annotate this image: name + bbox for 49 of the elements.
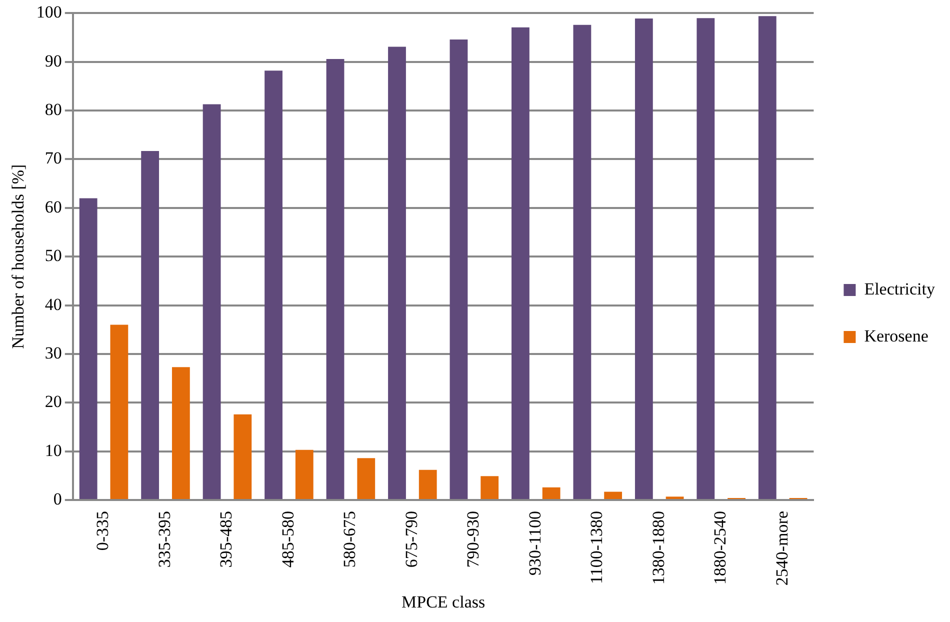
bar (234, 414, 252, 500)
y-tick-label: 0 (53, 489, 62, 508)
y-tick-label: 20 (44, 392, 62, 412)
x-tick-label: 790-930 (464, 511, 483, 568)
y-tick-label: 10 (44, 440, 62, 460)
bar (264, 70, 282, 500)
bar (141, 150, 160, 500)
bar (604, 492, 622, 500)
y-axis-title: Number of households [%] (8, 164, 28, 349)
bar (172, 367, 190, 500)
bar (758, 16, 776, 500)
bar (326, 58, 344, 500)
bar (202, 104, 221, 500)
bar (634, 18, 653, 500)
bar (480, 476, 499, 500)
bar (696, 18, 715, 500)
bar (512, 27, 530, 500)
y-tick-label: 80 (44, 100, 62, 120)
legend-label: Kerosene (864, 326, 928, 346)
x-tick-label: 335-395 (154, 511, 174, 568)
x-tick-label: 930-1100 (525, 511, 544, 576)
x-tick-label: 580-675 (340, 511, 360, 568)
x-tick-label: 485-580 (278, 511, 298, 568)
bar (418, 470, 437, 500)
y-tick-label: 70 (44, 148, 62, 168)
legend-label: Electricity (864, 279, 936, 298)
x-tick-label: 1100-1380 (587, 511, 606, 584)
x-tick-label: 2540-more (772, 511, 792, 586)
x-tick-label: 1880-2540 (710, 511, 730, 585)
y-tick-label: 60 (44, 197, 62, 216)
x-axis-title: MPCE class (402, 592, 486, 612)
y-tick-label: 90 (44, 51, 62, 70)
bar (666, 496, 684, 500)
y-tick-label: 50 (44, 246, 62, 266)
bar (388, 46, 406, 500)
bar (295, 450, 314, 500)
y-tick-label: 30 (44, 343, 62, 362)
bar (79, 198, 98, 500)
x-tick-label: 1380-1880 (648, 511, 668, 585)
x-tick-label: 675-790 (402, 511, 421, 568)
bar (110, 324, 128, 500)
x-tick-label: 0-335 (93, 511, 112, 551)
bar (573, 24, 592, 500)
y-tick-label: 100 (36, 2, 62, 22)
bar (450, 39, 468, 500)
bar (357, 458, 376, 500)
bar (542, 487, 560, 500)
x-tick-label: 395-485 (216, 511, 236, 568)
y-tick-label: 40 (44, 294, 62, 314)
